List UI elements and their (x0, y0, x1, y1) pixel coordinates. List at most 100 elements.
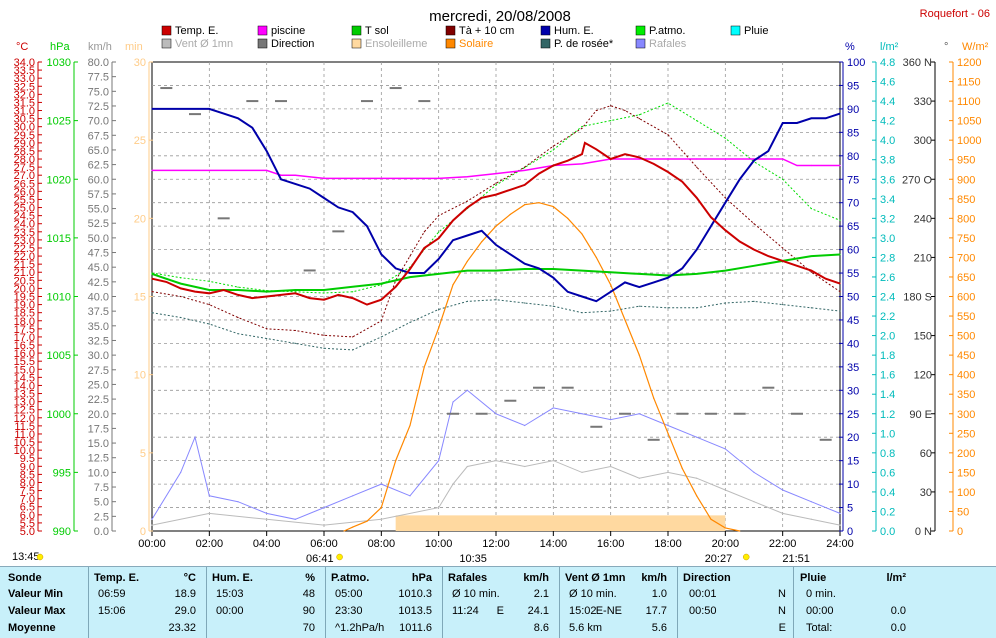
legend: Temp. E. piscine T sol Tà + 10 cm Hum. E. P.a… (161, 25, 768, 50)
solar-axis-label: 350 (957, 389, 975, 401)
wind-axis-label: 5.0 (94, 497, 109, 509)
data-point (151, 108, 153, 110)
data-point (194, 291, 196, 293)
data-point (495, 194, 497, 196)
data-point (696, 307, 698, 309)
temp-axis-label: 20.0 (14, 283, 35, 295)
summary-time: 00:01 (689, 588, 717, 600)
axis-unit: min (125, 41, 143, 53)
temp-axis-label: 27.0 (14, 170, 35, 182)
wind-axis-label: 2.5 (94, 511, 109, 523)
legend-swatch (635, 38, 646, 49)
data-point (352, 526, 354, 528)
summary-time: 05:00 (335, 588, 363, 600)
humidity-axis-label: 0 (847, 526, 853, 538)
data-point (552, 305, 554, 307)
temp-axis-label: 9.5 (20, 453, 35, 465)
data-point (581, 233, 583, 235)
temp-axis-label: 22.0 (14, 251, 35, 263)
data-point (165, 281, 167, 283)
data-point (667, 171, 669, 173)
data-point (237, 501, 239, 503)
data-point (724, 270, 726, 272)
summary-value: 5.6 (651, 622, 667, 634)
data-point (696, 166, 698, 168)
data-point (767, 150, 769, 152)
sun-axis-label: 15 (134, 292, 146, 304)
pressure-axis-label: 1010 (47, 292, 71, 304)
data-point (352, 211, 354, 213)
data-point (839, 253, 841, 256)
data-point (409, 276, 411, 278)
data-point (667, 277, 669, 279)
data-point (753, 471, 755, 473)
data-point (724, 527, 726, 529)
temp-axis-label: 14.0 (14, 380, 35, 392)
axis-unit: ° (944, 41, 948, 53)
solar-axis-label: 450 (957, 350, 975, 362)
data-point (667, 471, 669, 473)
summary-time: 15:03 (216, 588, 244, 600)
data-point (495, 299, 497, 301)
summary-header: Temp. E. (94, 572, 140, 584)
summary-value: 70 (302, 622, 315, 634)
wind-axis-label: 40.0 (88, 292, 109, 304)
data-point (151, 312, 153, 314)
data-point (524, 263, 526, 265)
data-point (337, 206, 339, 208)
temp-axis-label: 17.0 (14, 332, 35, 344)
data-point (610, 465, 612, 468)
series-piscine-line (152, 158, 840, 180)
legend-label: Tà + 10 cm (459, 25, 514, 37)
data-point (395, 267, 397, 269)
data-point (581, 312, 583, 314)
data-point (380, 282, 382, 285)
data-point (251, 127, 253, 129)
x-tick-label: 08:00 (368, 538, 396, 550)
data-point (266, 169, 268, 171)
data-point (624, 319, 626, 321)
wind-axis-label: 72.5 (88, 101, 109, 113)
sun-axis-label: 20 (134, 213, 146, 225)
data-point (509, 189, 511, 191)
data-point (208, 280, 210, 282)
wind-axis-label: 70.0 (88, 116, 109, 128)
data-point (237, 289, 239, 291)
wind-axis-label: 50.0 (88, 233, 109, 245)
data-point (538, 267, 540, 269)
temp-axis-label: 28.0 (14, 154, 35, 166)
temp-axis-label: 33.0 (14, 73, 35, 85)
sun-axis-label: 0 (140, 526, 146, 538)
data-point (266, 328, 268, 330)
summary-header: Hum. E. (212, 572, 253, 584)
temp-axis-label: 23.5 (14, 227, 35, 239)
summary-table: Sonde Valeur Min Valeur Max Moyenne Temp. E.… (0, 566, 996, 638)
rain-axis-label: 4.0 (880, 135, 895, 147)
data-point (452, 219, 454, 222)
data-point (380, 320, 382, 322)
data-point (237, 316, 239, 319)
data-point (810, 164, 812, 167)
data-point (395, 286, 397, 288)
summary-header: P.atmo. (331, 572, 370, 584)
data-point (294, 518, 296, 520)
wind-axis-label: 10.0 (88, 467, 109, 479)
wind-axis-label: 30.0 (88, 350, 109, 362)
rain-axis-label: 2.0 (880, 331, 895, 343)
data-point (782, 158, 784, 160)
series-vent-1mn (151, 460, 841, 526)
data-point (552, 149, 554, 151)
data-point (753, 501, 755, 503)
data-point (610, 419, 612, 421)
data-point (409, 495, 411, 497)
solar-axis-label: 1050 (957, 116, 981, 128)
data-point (524, 184, 526, 186)
data-point (724, 229, 726, 231)
data-point (294, 342, 296, 344)
solar-axis-label: 550 (957, 311, 975, 323)
solar-axis-label: 400 (957, 370, 975, 382)
data-point (796, 164, 798, 167)
pressure-axis-label: 1005 (47, 350, 71, 362)
rain-axis-label: 4.4 (880, 96, 895, 108)
data-point (208, 323, 210, 325)
